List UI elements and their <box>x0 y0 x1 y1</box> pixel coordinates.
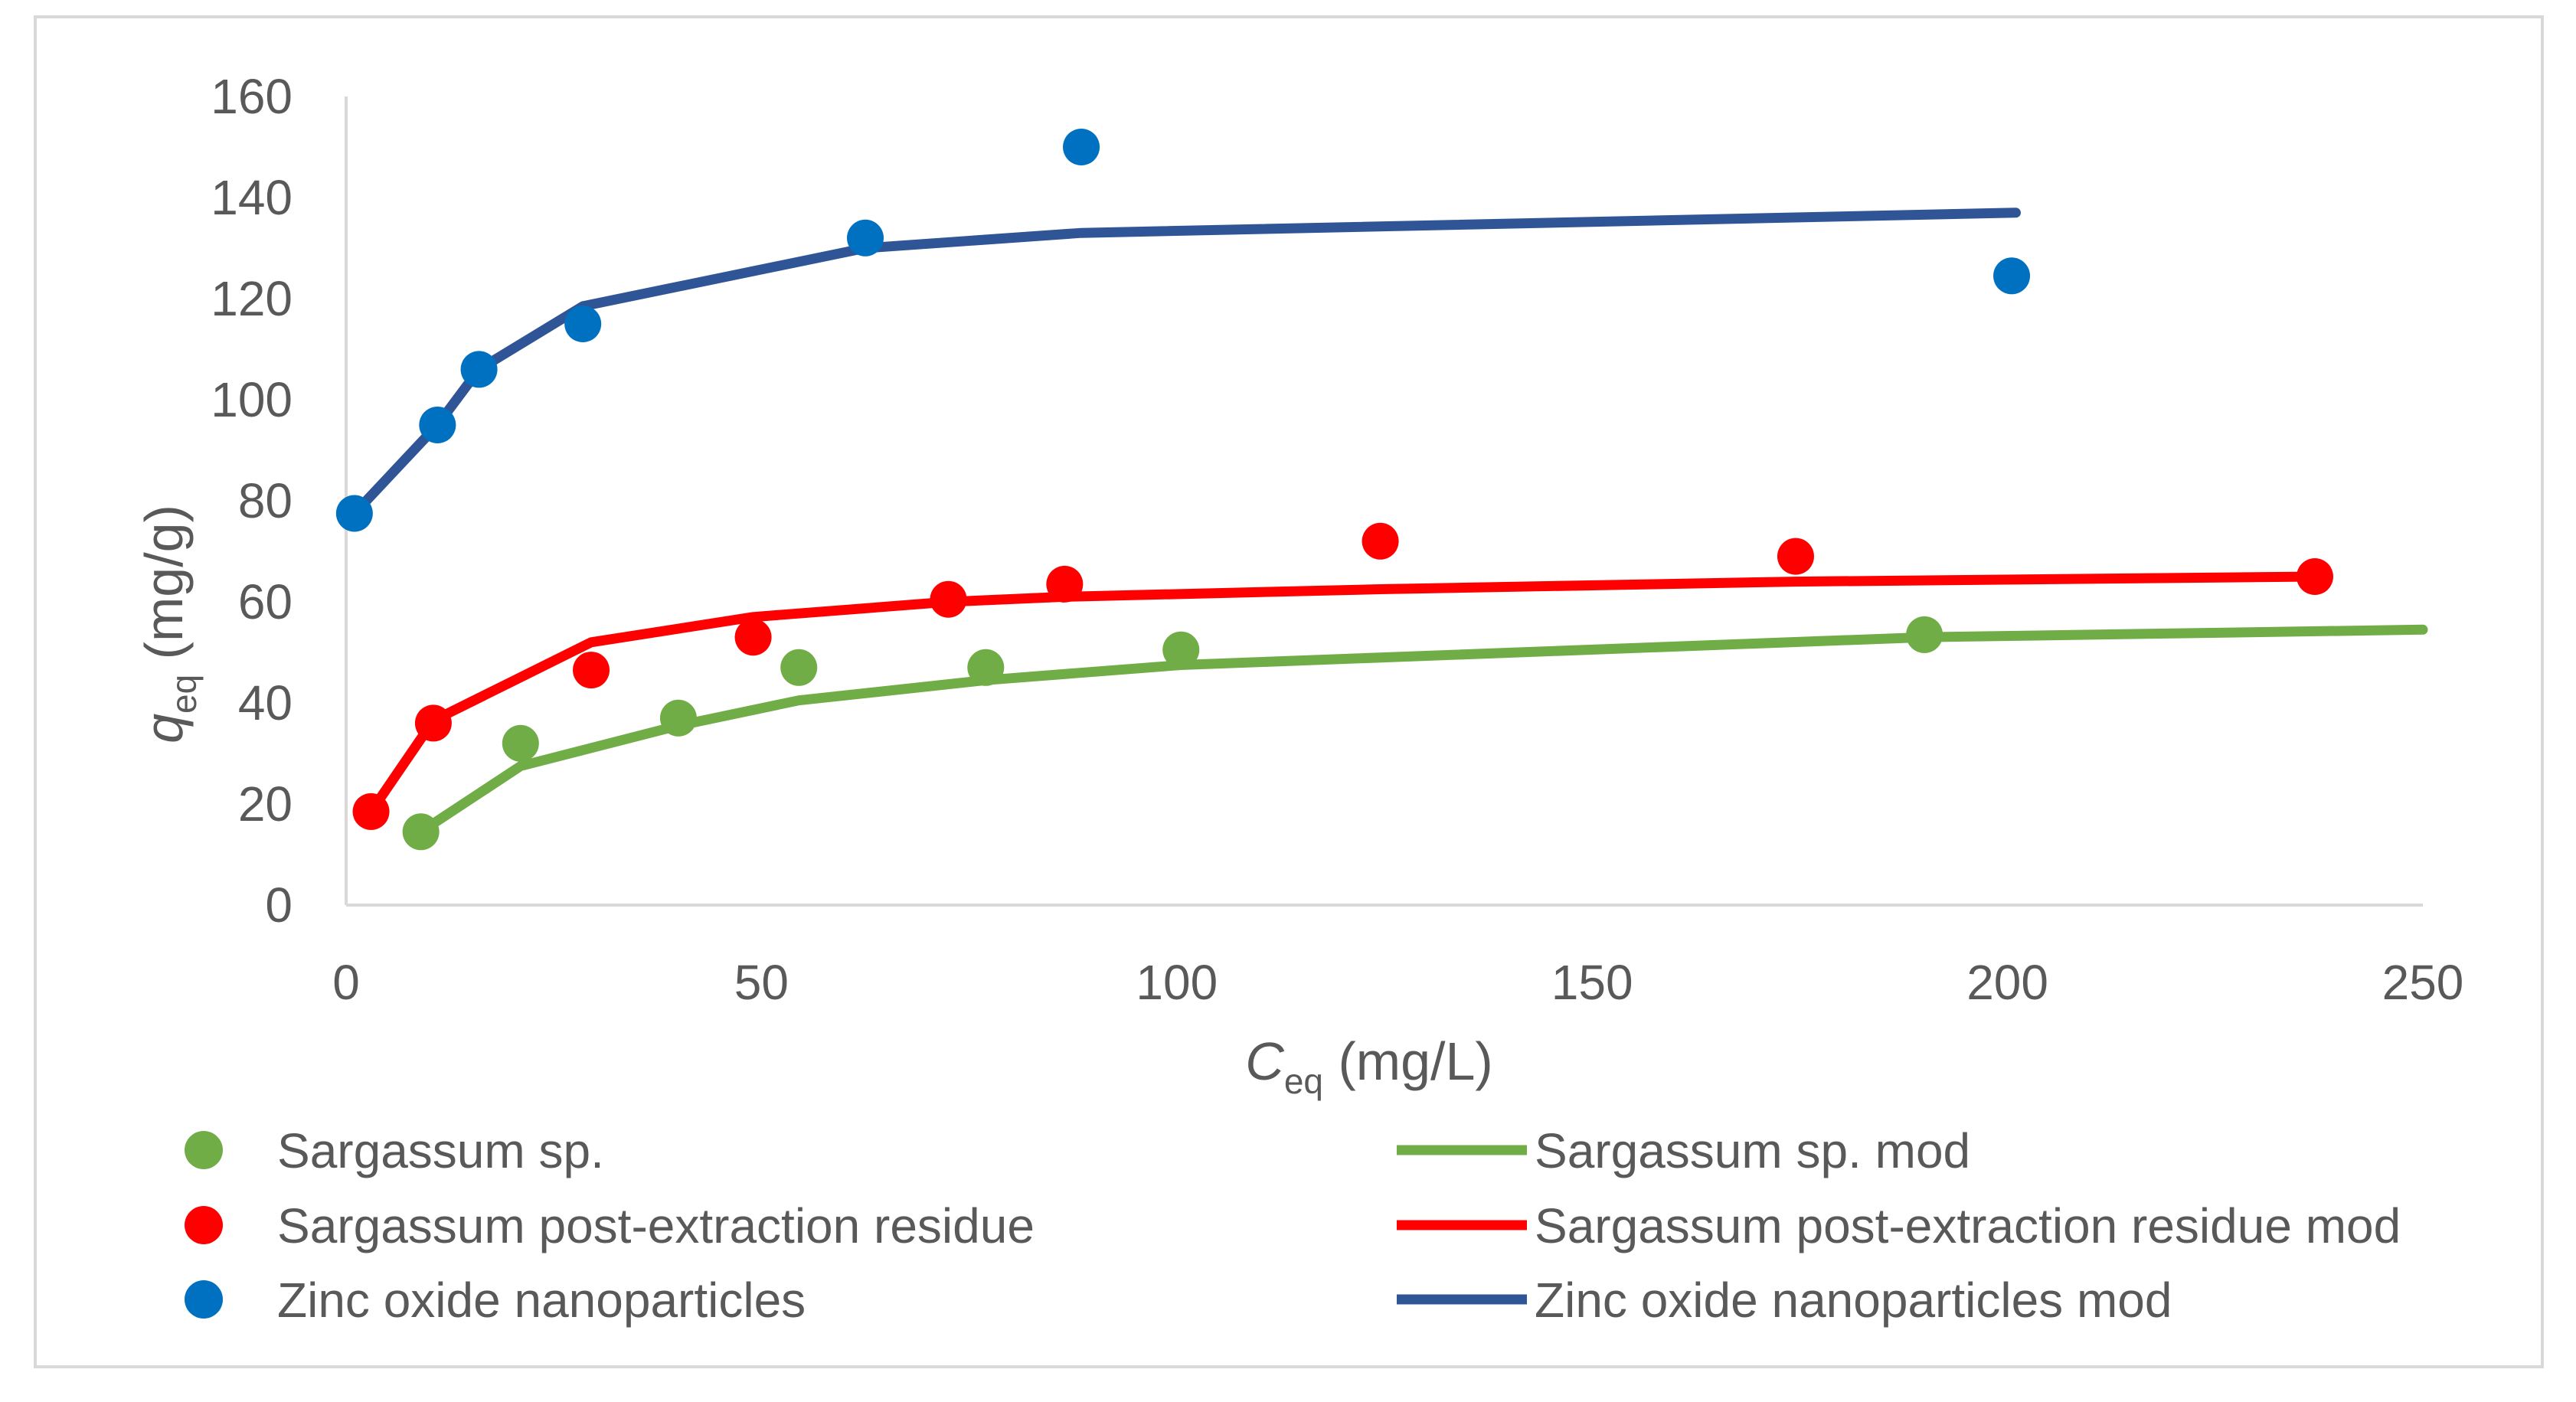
y-tick-label: 80 <box>238 473 293 528</box>
chart-frame <box>34 15 2544 1368</box>
data-point-zinc-oxide-nanoparticles <box>1063 129 1100 165</box>
legend: Sargassum sp. Sargassum post-extraction … <box>185 1123 2401 1328</box>
y-axis-title-main: q <box>134 714 194 743</box>
x-axis-title-main: C <box>1245 1031 1284 1091</box>
legend-label-residue-mod: Sargassum post-extraction residue mod <box>1535 1198 2401 1253</box>
series-points <box>335 129 2333 851</box>
data-point-sargassum-sp <box>967 649 1005 686</box>
data-point-zinc-oxide-nanoparticles <box>419 407 456 443</box>
data-point-sargassum-post-extraction-residue <box>2296 558 2333 595</box>
y-axis-title-unit: (mg/g) <box>134 505 194 675</box>
x-tick-label: 0 <box>332 955 360 1010</box>
data-point-zinc-oxide-nanoparticles <box>847 219 884 257</box>
data-point-zinc-oxide-nanoparticles <box>335 495 373 532</box>
legend-label-zno-mod: Zinc oxide nanoparticles mod <box>1535 1273 2172 1328</box>
data-point-sargassum-post-extraction-residue <box>1777 538 1814 575</box>
y-axis-title: qeq (mg/g) <box>134 505 204 743</box>
y-tick-label: 20 <box>238 776 293 832</box>
data-point-sargassum-sp <box>780 649 818 686</box>
series-line-sargassum-sp-mod <box>416 624 2428 837</box>
data-point-sargassum-post-extraction-residue <box>1362 522 1399 560</box>
y-tick-label: 160 <box>211 69 293 124</box>
tick-labels: 0 20 40 60 80 100 120 140 160 0 50 100 150 200 250 <box>211 69 2463 1010</box>
series-lines <box>349 208 2428 837</box>
data-point-sargassum-sp <box>502 724 539 762</box>
y-tick-label: 40 <box>238 675 293 730</box>
legend-marker-sargassum <box>185 1131 223 1169</box>
data-point-zinc-oxide-nanoparticles <box>460 351 498 388</box>
y-axis-title-sub: eq <box>164 675 204 714</box>
data-point-sargassum-sp <box>659 699 697 737</box>
y-tick-label: 0 <box>265 877 293 933</box>
data-point-sargassum-sp <box>1906 616 1943 653</box>
data-point-sargassum-post-extraction-residue <box>414 704 452 742</box>
series-line-sargassum-post-extraction-residue-mod <box>366 571 2320 817</box>
data-point-sargassum-sp <box>402 813 440 851</box>
data-point-sargassum-post-extraction-residue <box>352 793 390 830</box>
x-axis-title: Ceq (mg/L) <box>1245 1031 1492 1101</box>
x-tick-label: 150 <box>1551 955 1633 1010</box>
data-point-sargassum-post-extraction-residue <box>930 580 967 618</box>
y-tick-label: 140 <box>211 170 293 225</box>
legend-marker-zno <box>185 1280 223 1319</box>
data-point-zinc-oxide-nanoparticles <box>1993 257 2031 295</box>
legend-label-residue: Sargassum post-extraction residue <box>277 1198 1035 1253</box>
y-tick-label: 120 <box>211 271 293 326</box>
legend-label-sargassum: Sargassum sp. <box>277 1123 604 1178</box>
x-axis-title-unit: (mg/L) <box>1323 1031 1493 1091</box>
y-tick-label: 60 <box>238 574 293 629</box>
data-point-sargassum-sp <box>1162 631 1200 668</box>
data-point-sargassum-post-extraction-residue <box>734 619 772 656</box>
axes <box>345 96 2423 907</box>
data-point-sargassum-post-extraction-residue <box>1046 565 1084 603</box>
x-tick-label: 200 <box>1966 955 2048 1010</box>
data-point-sargassum-post-extraction-residue <box>573 652 610 689</box>
y-tick-label: 100 <box>211 372 293 427</box>
x-tick-label: 250 <box>2382 955 2464 1010</box>
series-line-zinc-oxide-nanoparticles-mod <box>349 208 2021 518</box>
legend-label-zno: Zinc oxide nanoparticles <box>277 1273 806 1328</box>
x-axis-title-sub: eq <box>1284 1061 1323 1101</box>
legend-label-sargassum-mod: Sargassum sp. mod <box>1535 1123 1970 1178</box>
x-tick-label: 50 <box>734 955 789 1010</box>
data-point-zinc-oxide-nanoparticles <box>564 306 602 342</box>
legend-marker-residue <box>185 1206 223 1244</box>
x-tick-label: 100 <box>1136 955 1218 1010</box>
